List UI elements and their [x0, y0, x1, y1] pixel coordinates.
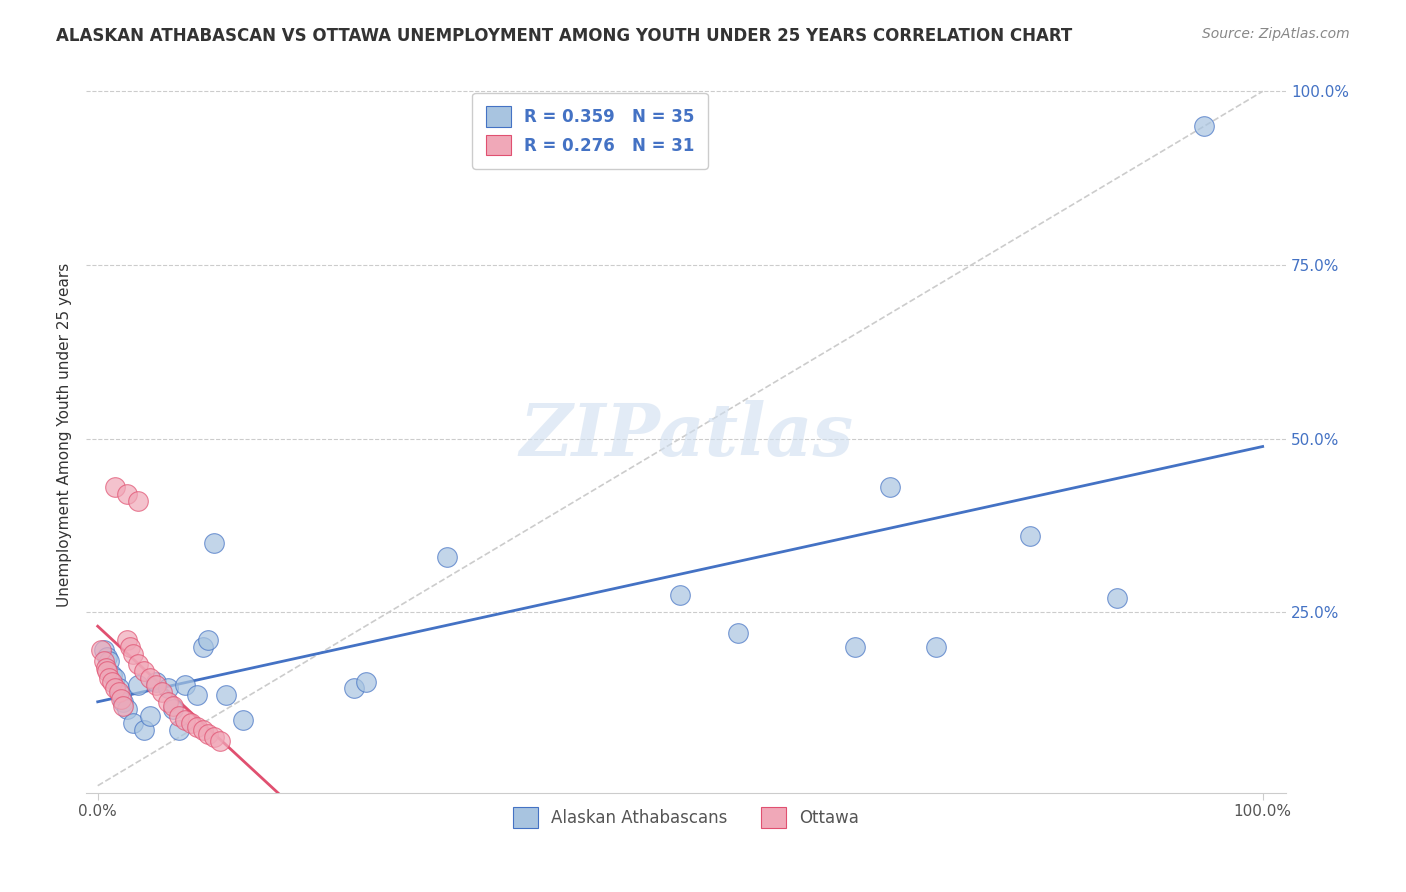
Point [115, 632, 138, 647]
Point [115, 702, 138, 716]
Point [112, 698, 135, 713]
Point [162, 702, 184, 716]
Point [104, 480, 127, 494]
Point [202, 730, 225, 744]
Point [669, 588, 692, 602]
Point [110, 692, 132, 706]
Point [879, 480, 901, 494]
Point [180, 716, 202, 731]
Point [128, 678, 150, 692]
Point [436, 549, 458, 564]
Point [121, 647, 143, 661]
Point [98, 671, 121, 685]
Point [232, 713, 254, 727]
Point [90, 643, 112, 657]
Point [1194, 119, 1216, 133]
Point [162, 698, 184, 713]
Point [96, 664, 118, 678]
Point [104, 671, 127, 685]
Point [174, 713, 197, 727]
Point [112, 695, 135, 709]
Legend: Alaskan Athabascans, Ottawa: Alaskan Athabascans, Ottawa [506, 801, 866, 834]
Point [343, 681, 366, 696]
Point [197, 726, 219, 740]
Point [115, 487, 138, 501]
Point [107, 685, 129, 699]
Point [191, 723, 214, 738]
Point [727, 626, 749, 640]
Point [150, 685, 173, 699]
Text: ZIPatlas: ZIPatlas [519, 400, 853, 471]
Point [110, 689, 132, 703]
Point [215, 689, 238, 703]
Point [186, 720, 208, 734]
Point [134, 664, 156, 678]
Point [156, 681, 179, 696]
Point [98, 654, 121, 668]
Point [191, 640, 214, 654]
Point [167, 723, 190, 738]
Point [93, 654, 115, 668]
Point [186, 689, 208, 703]
Point [94, 661, 117, 675]
Point [145, 674, 167, 689]
Point [104, 681, 127, 696]
Point [107, 681, 129, 696]
Point [139, 709, 162, 723]
Text: Source: ZipAtlas.com: Source: ZipAtlas.com [1202, 27, 1350, 41]
Point [156, 695, 179, 709]
Point [354, 674, 377, 689]
Point [139, 671, 162, 685]
Point [120, 640, 142, 654]
Point [197, 632, 219, 647]
Point [1018, 529, 1040, 543]
Point [844, 640, 866, 654]
Point [128, 494, 150, 508]
Point [208, 733, 231, 747]
Point [167, 709, 190, 723]
Point [93, 643, 115, 657]
Point [100, 674, 122, 689]
Point [1105, 591, 1128, 606]
Point [202, 535, 225, 549]
Y-axis label: Unemployment Among Youth under 25 years: Unemployment Among Youth under 25 years [58, 263, 72, 607]
Point [134, 723, 156, 738]
Point [925, 640, 948, 654]
Point [174, 678, 197, 692]
Point [128, 657, 150, 672]
Point [100, 667, 122, 681]
Point [145, 678, 167, 692]
Point [121, 716, 143, 731]
Point [96, 650, 118, 665]
Text: ALASKAN ATHABASCAN VS OTTAWA UNEMPLOYMENT AMONG YOUTH UNDER 25 YEARS CORRELATION: ALASKAN ATHABASCAN VS OTTAWA UNEMPLOYMEN… [56, 27, 1073, 45]
